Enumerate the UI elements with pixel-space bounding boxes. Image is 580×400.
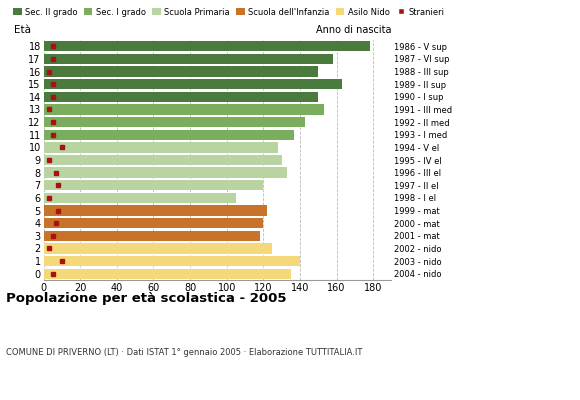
Text: Età: Età: [14, 25, 31, 35]
Bar: [44, 142, 278, 152]
Legend: Sec. II grado, Sec. I grado, Scuola Primaria, Scuola dell'Infanzia, Asilo Nido, : Sec. II grado, Sec. I grado, Scuola Prim…: [10, 4, 447, 20]
Bar: [44, 218, 263, 228]
Bar: [44, 92, 318, 102]
Text: Anno di nascita: Anno di nascita: [316, 25, 392, 35]
Bar: [44, 117, 306, 127]
Text: Popolazione per età scolastica - 2005: Popolazione per età scolastica - 2005: [6, 292, 287, 305]
Bar: [44, 180, 263, 190]
Bar: [44, 79, 342, 89]
Bar: [44, 231, 260, 241]
Bar: [44, 168, 287, 178]
Bar: [44, 256, 300, 266]
Bar: [44, 66, 318, 77]
Bar: [44, 130, 295, 140]
Bar: [44, 41, 369, 52]
Bar: [44, 205, 267, 216]
Bar: [44, 155, 282, 165]
Bar: [44, 104, 324, 115]
Bar: [44, 54, 333, 64]
Text: COMUNE DI PRIVERNO (LT) · Dati ISTAT 1° gennaio 2005 · Elaborazione TUTTITALIA.I: COMUNE DI PRIVERNO (LT) · Dati ISTAT 1° …: [6, 348, 362, 357]
Bar: [44, 268, 291, 279]
Bar: [44, 243, 273, 254]
Bar: [44, 193, 236, 203]
